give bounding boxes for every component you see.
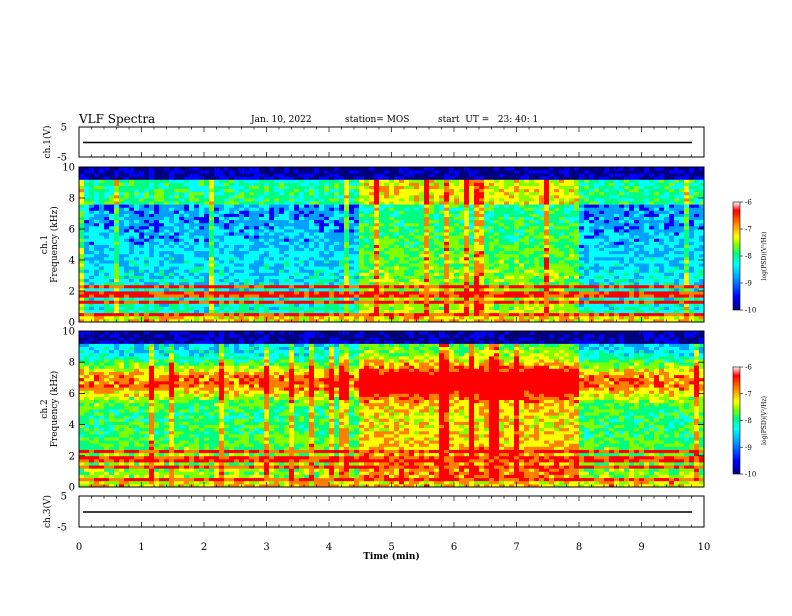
colorbar-tick-label: -8	[745, 253, 752, 261]
x-axis-label: Time (min)	[363, 551, 420, 562]
x-tick-label: 0	[76, 542, 82, 553]
y-tick-label: 0	[69, 483, 75, 494]
colorbar-tick-label: -8	[745, 417, 752, 425]
y-axis-label: ch.3(V)	[42, 495, 53, 528]
x-tick-label: 6	[451, 542, 457, 553]
y-tick-label: 5	[61, 492, 67, 503]
y-tick-label: 8	[69, 194, 75, 205]
x-tick-label: 9	[638, 542, 644, 553]
y-axis-label: ch.2	[40, 399, 50, 418]
y-tick-label: 2	[69, 451, 75, 462]
figure-start-ut: start UT = 23: 40: 1	[438, 115, 538, 125]
y-tick-label: -5	[57, 523, 67, 534]
colorbar-tick-label: -10	[745, 471, 756, 479]
colorbar-label: log(PSD)(V²/Hz)	[761, 396, 768, 445]
y-tick-label: 4	[69, 256, 75, 267]
y-axis-label: Frequency (kHz)	[49, 371, 60, 448]
colorbar-tick-label: -9	[745, 280, 752, 288]
colorbar-tick-label: -10	[745, 307, 756, 315]
x-tick-label: 4	[326, 542, 332, 553]
colorbar-gradient	[733, 367, 740, 474]
colorbar-s1: -6 -7 -8 -9 -10 log(PSD)(V²/Hz)	[733, 199, 768, 315]
figure-date: Jan. 10, 2022	[251, 115, 312, 125]
x-tick-label: 7	[513, 542, 519, 553]
colorbar-tick-label: -7	[745, 226, 752, 234]
y-tick-label: 4	[69, 420, 75, 431]
y-tick-label: 6	[69, 389, 75, 400]
colorbar-tick-label: -7	[745, 390, 752, 398]
y-tick-label: 10	[62, 327, 75, 338]
y-tick-label: 6	[69, 225, 75, 236]
colorbar-tick-label: -6	[745, 199, 752, 207]
y-tick-label: 10	[62, 163, 75, 174]
colorbar-gradient	[733, 202, 740, 310]
ch1-spectrogram	[79, 167, 704, 322]
x-tick-label: 2	[201, 542, 207, 553]
colorbar-s2: -6 -7 -8 -9 -10 log(PSD)(V²/Hz)	[733, 364, 768, 479]
colorbars: -6 -7 -8 -9 -10 log(PSD)(V²/Hz) -6 -7 -8 -9 -10 log…	[733, 199, 768, 479]
y-tick-label: 5	[61, 123, 67, 134]
y-tick-label: -5	[57, 153, 67, 164]
figure-title: VLF Spectra	[79, 112, 155, 126]
x-tick-label: 8	[576, 542, 582, 553]
ch2-spectrogram	[79, 331, 704, 487]
y-axis-label: Frequency (kHz)	[49, 206, 60, 283]
colorbar-label: log(PSD)(V²/Hz)	[761, 232, 768, 281]
y-axis-label: ch.1(V)	[42, 126, 53, 159]
y-tick-label: 8	[69, 358, 75, 369]
y-axis-label: ch.1	[40, 235, 50, 254]
colorbar-tick-label: -9	[745, 444, 752, 452]
figure-station: station= MOS	[345, 115, 409, 125]
x-tick-label: 1	[138, 542, 144, 553]
y-tick-label: 2	[69, 287, 75, 298]
colorbar-tick-label: -6	[745, 364, 752, 372]
x-tick-label: 10	[698, 542, 711, 553]
x-tick-label: 3	[263, 542, 269, 553]
